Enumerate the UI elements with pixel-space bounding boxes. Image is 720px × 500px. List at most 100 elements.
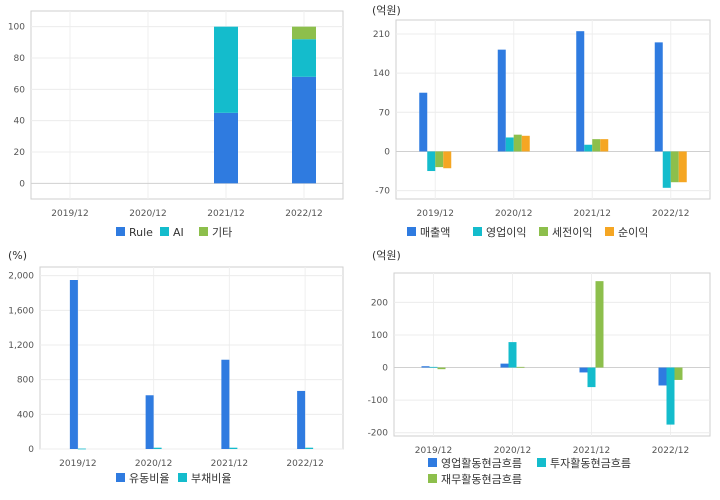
y-tick-label: 100 [8,23,25,33]
bar-투자활동현금흐름-2022/12 [666,367,675,425]
plot-area [39,266,344,450]
legend-label: AI [173,226,184,239]
bar-순이익-2019/12 [443,151,452,169]
bar-세전이익-2020/12 [513,134,522,152]
bar-매출액-2020/12 [497,49,506,152]
y-tick-label: -200 [368,429,389,439]
legend-label: 기타 [212,226,232,239]
x-tick-label: 2020/12 [495,209,532,219]
bar-재무활동현금흐름-2020/12 [516,366,525,368]
bar-순이익-2022/12 [678,151,687,183]
bar-기타-2022/12 [292,26,316,40]
unit-label: (%) [8,249,27,262]
bar-부채비율-2022/12 [305,447,314,449]
legend-swatch [116,227,125,236]
bar-Rule-2021/12 [214,112,238,184]
y-tick-label: -100 [368,396,389,406]
legend-swatch [428,458,437,467]
legend-label: Rule [129,226,153,239]
legend-label: 재무활동현금흐름 [441,472,522,486]
bar-재무활동현금흐름-2019/12 [437,367,446,370]
legend-label: 순이익 [618,226,648,239]
bar-매출액-2022/12 [654,42,663,152]
bar-AI-2021/12 [214,26,238,113]
legend-swatch [473,227,482,236]
x-tick-label: 2019/12 [59,459,96,469]
y-tick-label: 140 [373,69,390,79]
x-tick-label: 2022/12 [286,459,323,469]
legend-label: 부채비율 [191,472,231,485]
legend-swatch [539,227,548,236]
bar-영업활동현금흐름-2019/12 [421,366,430,368]
y-tick-label: 0 [382,364,388,374]
x-tick-label: 2021/12 [574,209,611,219]
bar-유동비율-2021/12 [221,359,230,449]
y-tick-label: -70 [375,187,390,197]
bar-세전이익-2021/12 [592,139,601,152]
y-tick-label: 210 [373,30,390,40]
x-tick-label: 2021/12 [207,209,244,219]
plot-area [30,10,344,200]
y-tick-label: 200 [371,298,388,308]
x-tick-label: 2021/12 [573,446,610,456]
x-tick-label: 2019/12 [415,446,452,456]
bar-영업이익-2021/12 [584,144,593,152]
legend-label: 매출액 [420,226,450,239]
legend-swatch [160,227,169,236]
bar-투자활동현금흐름-2019/12 [429,366,438,368]
y-tick-label: 0 [28,445,34,455]
y-tick-label: 1,600 [8,306,34,316]
y-tick-label: 0 [384,147,390,157]
legend-label: 영업이익 [486,226,526,239]
chart-c4: -200 -100 0 100 200 2019/12 2020/12 2021/12 2022… [368,249,711,486]
y-tick-label: 0 [19,179,25,189]
bar-투자활동현금흐름-2020/12 [508,342,517,368]
y-tick-label: 800 [17,376,34,386]
unit-label: (억원) [372,4,401,17]
bar-AI-2022/12 [292,39,316,77]
bar-영업활동현금흐름-2020/12 [500,363,509,368]
x-tick-label: 2022/12 [652,446,689,456]
bar-부채비율-2020/12 [153,447,162,449]
y-tick-label: 40 [14,117,26,127]
bar-영업이익-2022/12 [662,151,671,188]
bar-투자활동현금흐름-2021/12 [587,367,596,388]
legend-label: 유동비율 [129,472,169,485]
y-tick-label: 70 [379,108,391,118]
legend-swatch [407,227,416,236]
chart-c2: -70 0 70 140 210 2019/12 2020/12 2021/12 2022/12… [372,4,711,239]
y-tick-label: 20 [14,148,26,158]
bar-유동비율-2020/12 [145,395,154,449]
bar-순이익-2020/12 [521,135,530,152]
x-tick-label: 2020/12 [494,446,531,456]
y-tick-label: 60 [14,85,26,95]
x-tick-label: 2022/12 [652,209,689,219]
bar-영업이익-2019/12 [427,151,436,172]
legend-swatch [116,473,125,482]
bar-유동비율-2022/12 [297,390,306,449]
legend-swatch [178,473,187,482]
bar-순이익-2021/12 [600,139,609,152]
bar-영업활동현금흐름-2022/12 [658,367,667,386]
bar-재무활동현금흐름-2022/12 [674,367,683,380]
x-tick-label: 2022/12 [285,209,322,219]
legend-swatch [428,474,437,483]
bar-세전이익-2022/12 [670,151,679,183]
legend-swatch [199,227,208,236]
x-tick-label: 2020/12 [129,209,166,219]
y-tick-label: 100 [371,331,388,341]
bar-Rule-2022/12 [292,76,316,184]
bar-매출액-2021/12 [576,31,585,152]
unit-label: (억원) [372,249,401,262]
legend-swatch [605,227,614,236]
chart-c3: 0 400 800 1,200 1,600 2,000 2019/12 2020/12 2021… [8,249,344,485]
legend-label: 영업활동현금흐름 [441,456,522,470]
x-tick-label: 2020/12 [135,459,172,469]
bar-부채비율-2021/12 [229,447,238,449]
x-tick-label: 2021/12 [211,459,248,469]
bar-영업활동현금흐름-2021/12 [579,367,588,373]
bar-매출액-2019/12 [419,92,428,152]
legend-label: 세전이익 [552,226,592,239]
y-tick-label: 1,200 [8,341,34,351]
